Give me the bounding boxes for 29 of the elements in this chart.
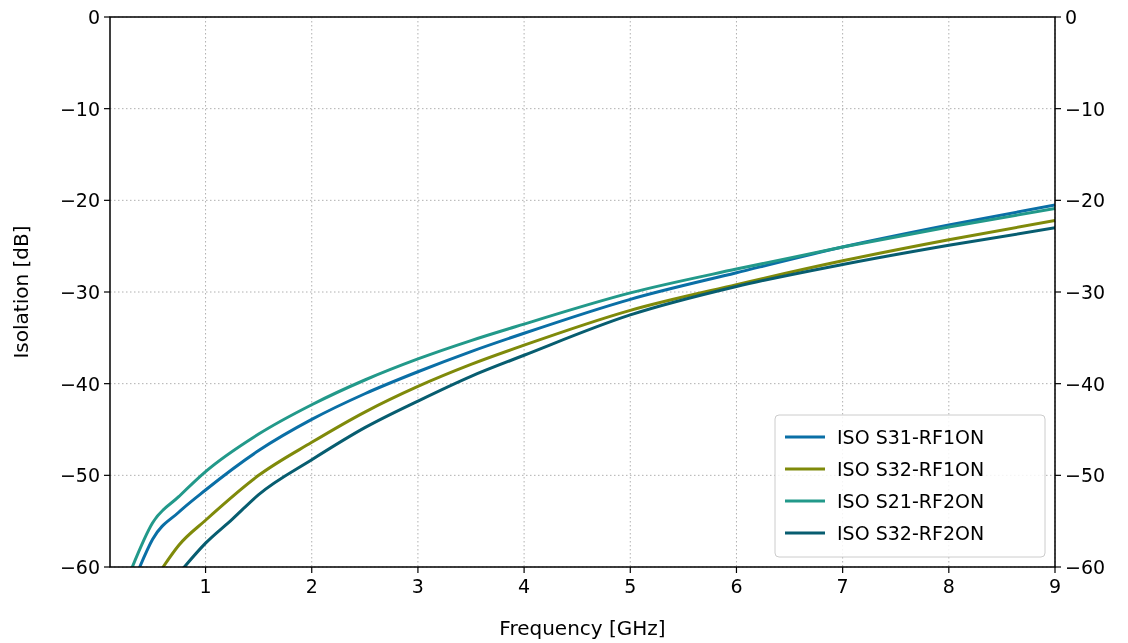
x-tick-label: 9 (1048, 575, 1062, 597)
y-tick-label: −50 (59, 464, 100, 487)
x-tick-label: 7 (836, 575, 849, 597)
y2-tick-label: −30 (1065, 281, 1106, 303)
x-tick-label: 6 (730, 575, 743, 597)
y-tick-label: −10 (59, 97, 100, 120)
x-tick-label: 2 (305, 575, 318, 597)
legend-label: ISO S21-RF2ON (837, 490, 985, 512)
y-tick-label: 0 (87, 6, 100, 28)
x-axis-title: Frequency [GHz] (499, 616, 666, 640)
y-tick-label: −60 (59, 556, 100, 578)
y2-tick-label: −10 (1065, 97, 1106, 120)
x-tick-label: 5 (624, 575, 637, 597)
y-axis-title: Isolation [dB] (9, 225, 33, 359)
y2-tick-label: 0 (1065, 6, 1078, 28)
y2-tick-label: −60 (1065, 556, 1106, 578)
legend-label: ISO S32-RF2ON (837, 522, 985, 544)
y2-tick-label: −50 (1065, 464, 1106, 487)
legend-label: ISO S31-RF1ON (837, 426, 985, 448)
y2-tick-label: −20 (1065, 189, 1106, 212)
x-tick-label: 1 (199, 575, 212, 597)
legend-label: ISO S32-RF1ON (837, 458, 985, 480)
y2-tick-label: −40 (1065, 372, 1106, 395)
x-tick-label: 3 (411, 575, 424, 597)
y-tick-label: −40 (59, 372, 100, 395)
y-tick-label: −20 (59, 189, 100, 212)
y-tick-label: −30 (59, 281, 100, 303)
x-tick-label: 4 (518, 575, 531, 597)
x-tick-label: 8 (942, 575, 955, 597)
